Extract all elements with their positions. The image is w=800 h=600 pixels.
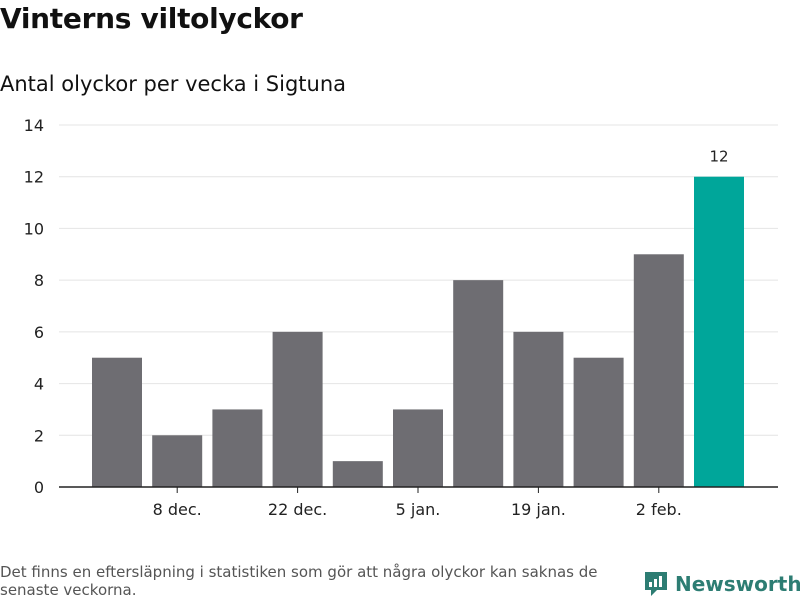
x-axis-ticks: 8 dec. 22 dec. 5 jan. 19 jan. 2 feb. (153, 487, 682, 519)
bar (513, 331, 564, 487)
bar (453, 280, 504, 487)
y-tick-label: 14 (24, 116, 44, 135)
bar (212, 409, 263, 487)
y-axis-ticks: 0 2 4 6 8 10 12 14 (24, 116, 44, 497)
bars (92, 176, 744, 487)
y-tick-label: 12 (24, 168, 44, 187)
bar (272, 331, 323, 487)
chart-subtitle: Antal olyckor per vecka i Sigtuna (0, 72, 347, 96)
y-tick-label: 10 (24, 219, 44, 238)
y-tick-label: 2 (34, 426, 44, 445)
bar (694, 176, 744, 487)
y-tick-label: 0 (34, 478, 44, 497)
y-tick-label: 8 (34, 271, 44, 290)
y-tick-label: 6 (34, 323, 44, 342)
y-tick-label: 4 (34, 375, 44, 394)
x-tick-label: 19 jan. (511, 500, 566, 519)
bar-chart: 0 2 4 6 8 10 12 14 12 8 dec. 22 dec. 5 jan. 19 jan… (24, 116, 778, 519)
data-label: 12 (709, 148, 728, 166)
data-labels: 12 (709, 148, 728, 166)
bar (573, 357, 624, 487)
footnote: Det finns en eftersläpning i statistiken… (0, 563, 598, 599)
x-tick-label: 8 dec. (153, 500, 202, 519)
x-tick-label: 5 jan. (396, 500, 441, 519)
bar (92, 357, 142, 487)
bar (332, 461, 383, 487)
grid-lines (59, 124, 778, 436)
chart-title: Vinterns viltolyckor (0, 2, 303, 35)
brand-logo[interactable]: Newsworthy (643, 570, 800, 598)
x-tick-label: 2 feb. (636, 500, 682, 519)
x-tick-label: 22 dec. (268, 500, 327, 519)
bar (633, 254, 684, 487)
newsworthy-logo-icon (645, 572, 667, 596)
bar (393, 409, 443, 487)
brand-name: Newsworthy (675, 572, 800, 596)
bar (152, 435, 203, 487)
